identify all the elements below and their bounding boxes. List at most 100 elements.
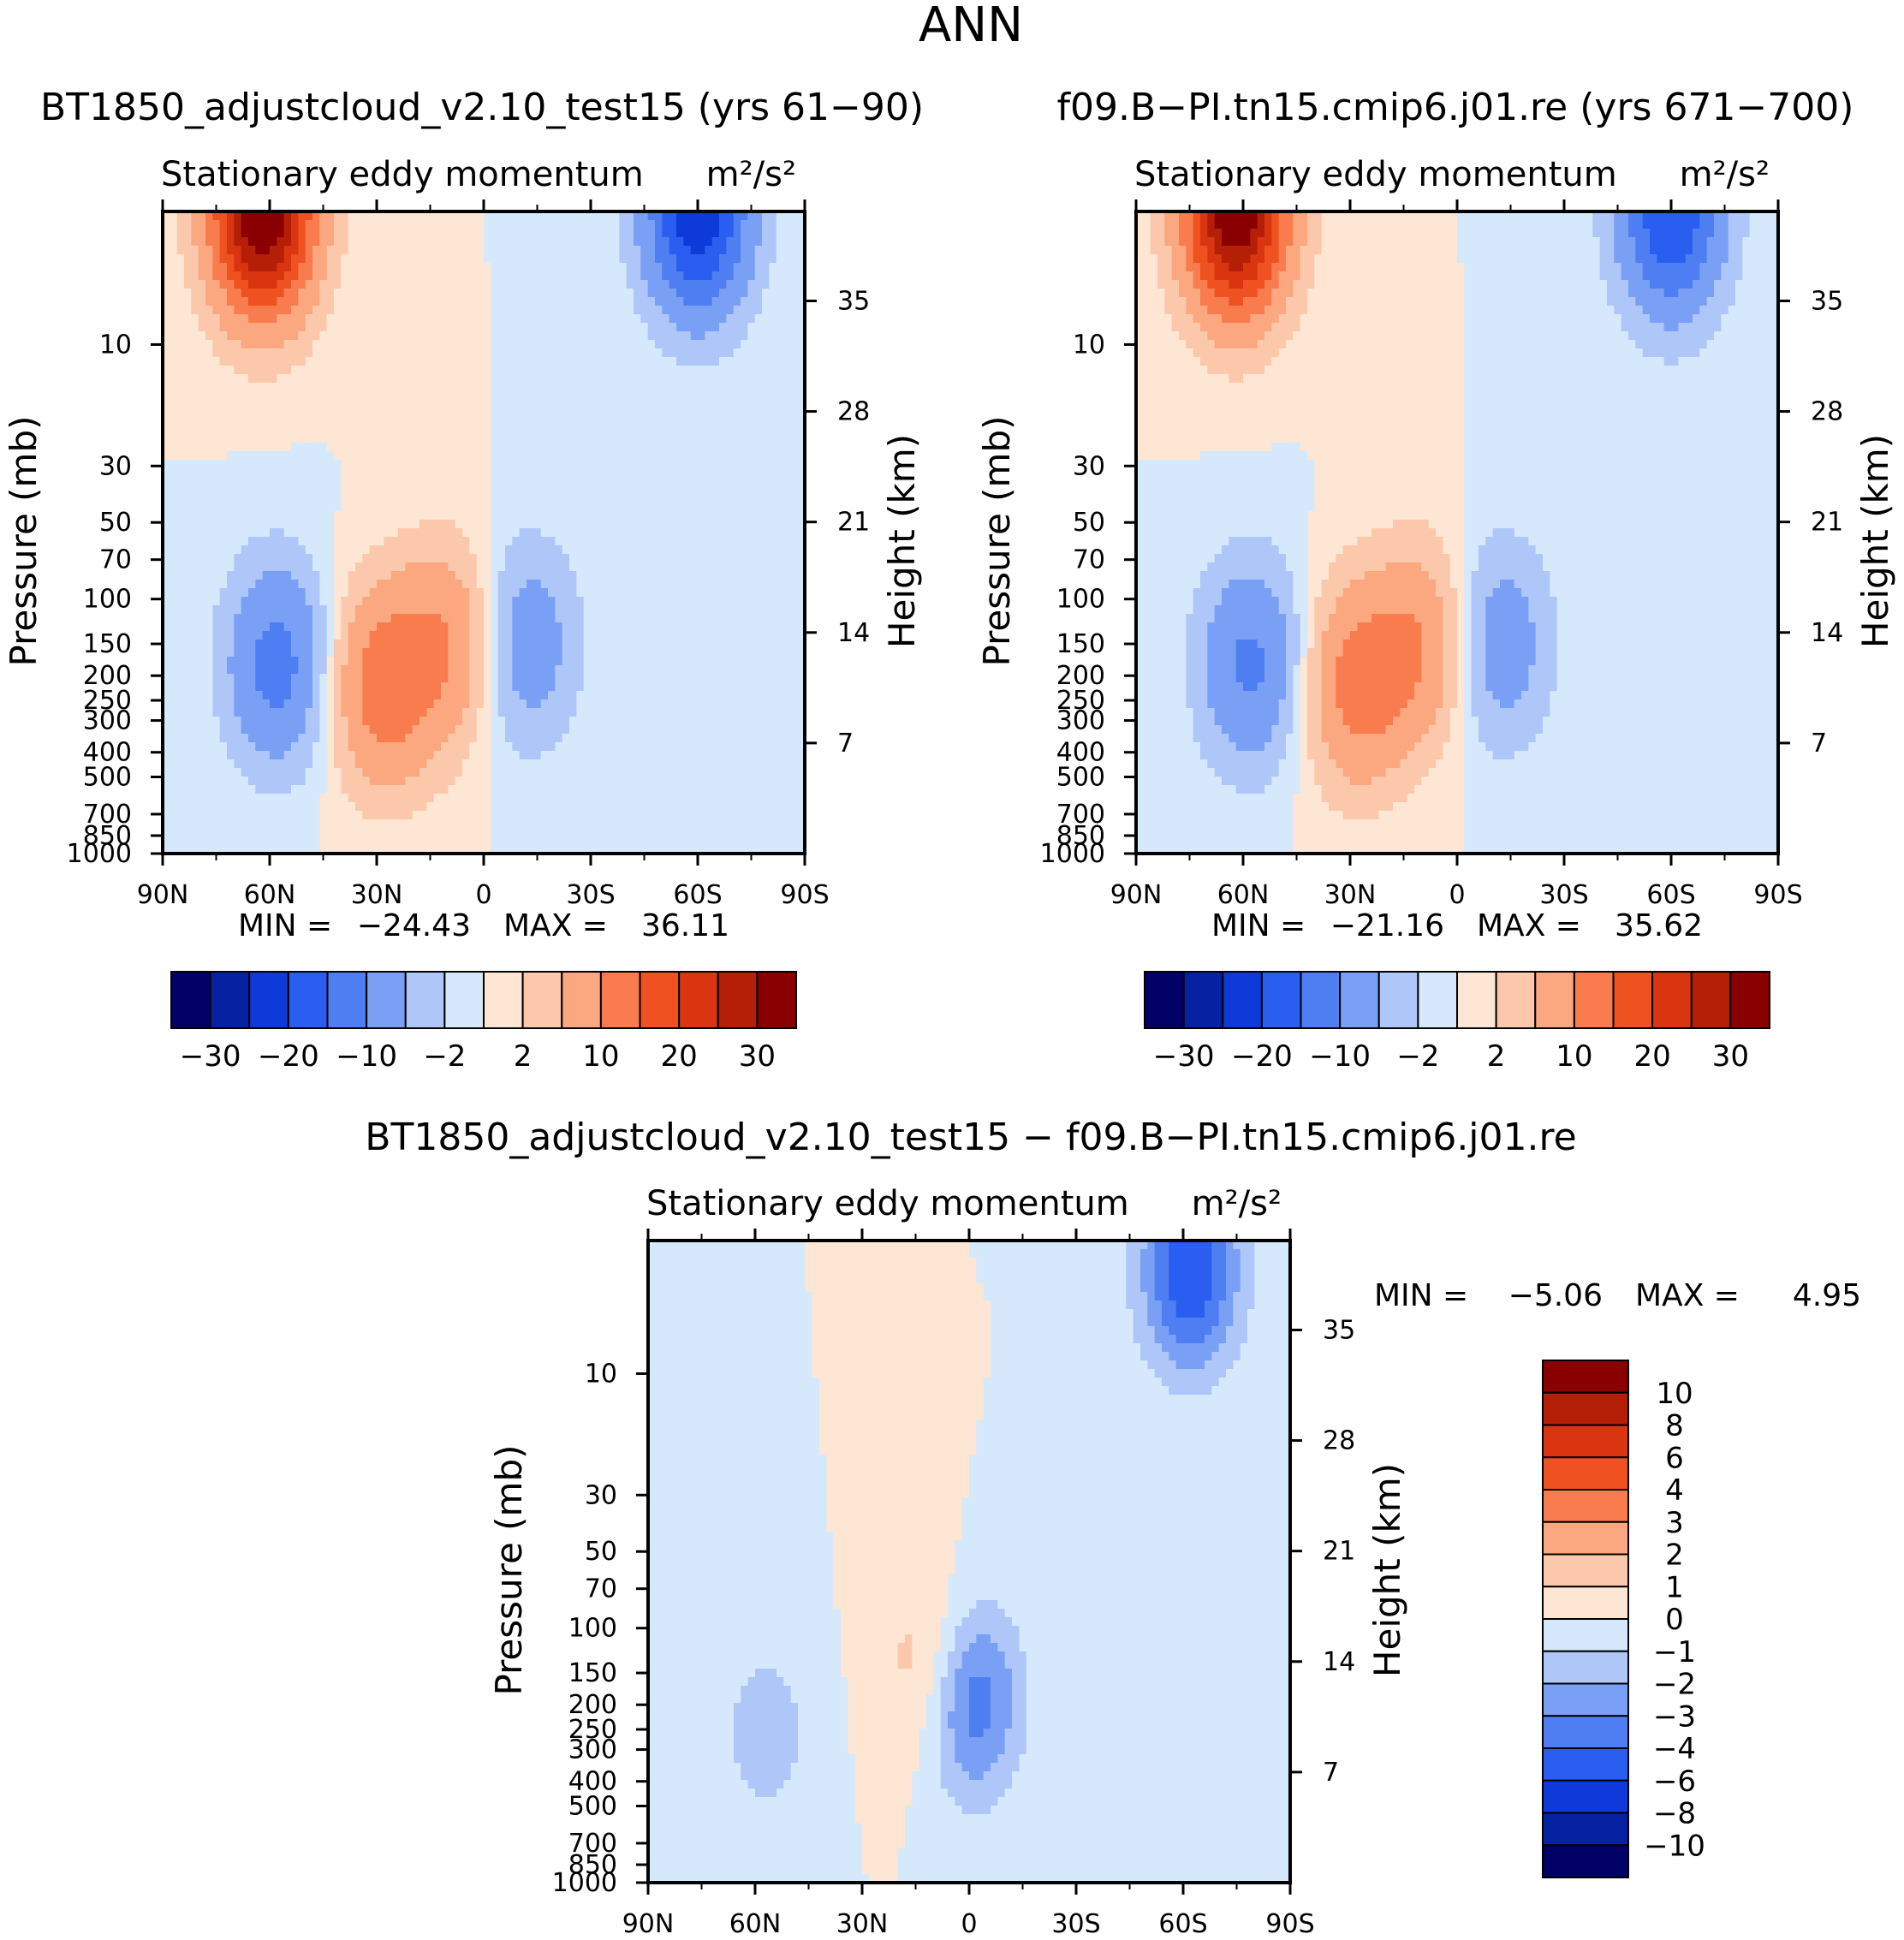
contour-cell — [662, 280, 670, 289]
contour-cell — [655, 425, 663, 435]
contour-cell — [598, 605, 606, 615]
contour-cell — [355, 682, 363, 692]
contour-cell — [448, 289, 456, 298]
contour-cell — [505, 425, 513, 435]
contour-cell — [562, 391, 570, 401]
contour-cell — [769, 434, 777, 443]
contour-cell — [163, 400, 170, 409]
contour-cell — [505, 588, 513, 598]
contour-cell — [405, 263, 414, 272]
contour-cell — [270, 374, 277, 384]
contour-cell — [604, 237, 613, 247]
contour-cell — [669, 571, 677, 580]
contour-cell — [647, 528, 656, 538]
contour-cell — [634, 460, 641, 469]
model-title: BT1850_adjustcloud_v2.10_test15 (yrs 61−… — [40, 86, 924, 129]
contour-cell — [326, 280, 335, 289]
contour-cell — [747, 674, 756, 683]
contour-cell — [512, 297, 521, 306]
contour-cell — [484, 597, 491, 606]
contour-cell — [533, 289, 542, 298]
contour-cell — [319, 425, 328, 435]
contour-cell — [426, 648, 435, 658]
contour-cell — [377, 682, 384, 692]
contour-cell — [676, 477, 684, 486]
contour-cell — [212, 614, 221, 623]
contour-cell — [497, 297, 506, 306]
contour-cell — [469, 297, 478, 306]
contour-cell — [176, 374, 185, 384]
contour-cell — [790, 254, 799, 264]
contour-cell — [298, 580, 306, 589]
contour-cell — [448, 306, 456, 315]
contour-cell — [170, 562, 178, 572]
contour-cell — [491, 511, 499, 521]
contour-cell — [390, 348, 399, 358]
contour-cell — [726, 383, 735, 392]
contour-cell — [469, 211, 478, 221]
contour-cell — [255, 391, 264, 401]
contour-cell — [441, 408, 449, 418]
contour-cell — [491, 391, 499, 401]
contour-cell — [719, 340, 727, 349]
contour-cell — [519, 562, 527, 572]
contour-cell — [312, 366, 320, 375]
contour-cell — [562, 357, 570, 366]
contour-cell — [184, 254, 192, 264]
contour-cell — [326, 520, 335, 529]
contour-cell — [555, 494, 563, 503]
contour-cell — [519, 306, 527, 315]
contour-cell — [497, 528, 506, 538]
contour-cell — [248, 289, 256, 298]
contour-cell — [733, 314, 741, 324]
contour-cell — [184, 246, 192, 255]
contour-cell — [484, 554, 491, 563]
contour-cell — [405, 588, 414, 598]
contour-cell — [377, 571, 384, 580]
contour-cell — [497, 323, 506, 332]
contour-cell — [604, 597, 613, 606]
contour-cell — [341, 614, 349, 623]
contour-cell — [569, 417, 577, 426]
contour-cell — [790, 631, 799, 640]
contour-cell — [469, 511, 478, 521]
contour-cell — [476, 211, 485, 221]
contour-cell — [569, 588, 577, 598]
contour-cell — [462, 357, 470, 366]
contour-cell — [797, 297, 806, 306]
contour-cell — [527, 605, 534, 615]
contour-cell — [398, 528, 406, 538]
contour-cell — [612, 537, 620, 546]
contour-cell — [533, 306, 542, 315]
contour-cell — [398, 289, 406, 298]
contour-cell — [441, 306, 449, 315]
contour-cell — [647, 494, 656, 503]
contour-cell — [527, 383, 534, 392]
contour-cell — [462, 254, 470, 264]
contour-cell — [398, 366, 406, 375]
contour-cell — [348, 211, 356, 221]
contour-cell — [319, 400, 328, 409]
contour-cell — [298, 366, 306, 375]
contour-cell — [769, 340, 777, 349]
contour-cell — [634, 580, 641, 589]
contour-cell — [176, 614, 185, 623]
contour-cell — [384, 348, 392, 358]
contour-cell — [576, 605, 585, 615]
contour-cell — [690, 229, 699, 238]
contour-cell — [726, 237, 735, 247]
contour-cell — [797, 280, 806, 289]
contour-cell — [455, 443, 463, 452]
contour-cell — [219, 571, 228, 580]
contour-cell — [191, 357, 199, 366]
contour-cell — [797, 631, 806, 640]
contour-cell — [790, 597, 799, 606]
contour-cell — [390, 263, 399, 272]
contour-cell — [241, 597, 249, 606]
contour-cell — [227, 665, 235, 675]
contour-cell — [655, 580, 663, 589]
contour-cell — [698, 366, 705, 375]
contour-cell — [741, 588, 748, 598]
contour-cell — [298, 340, 306, 349]
contour-cell — [497, 597, 506, 606]
